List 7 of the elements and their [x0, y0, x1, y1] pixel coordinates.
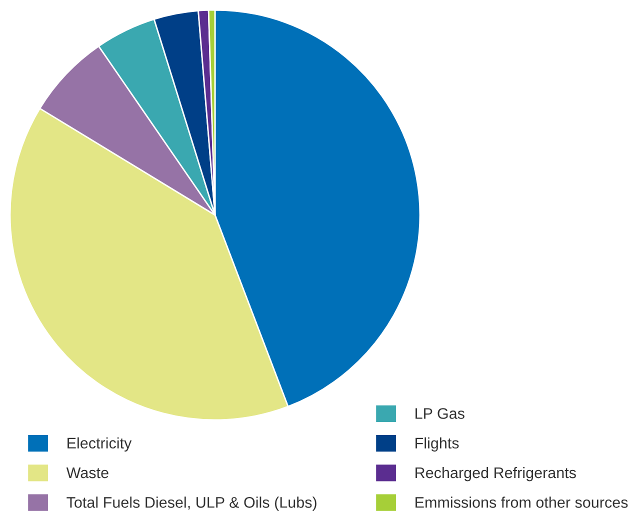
legend-label: LP Gas — [416, 408, 464, 419]
legend-label: Flights — [416, 437, 459, 452]
legend-label: Emmissions from other sources — [416, 496, 628, 508]
legend-label: Waste — [66, 468, 108, 478]
legend-label: Total Fuels Diesel, ULP & Oils (Lubs) — [66, 496, 316, 511]
legend-label: Electricity — [68, 437, 132, 452]
legend-label: Recharged Refrigerants — [416, 466, 576, 482]
